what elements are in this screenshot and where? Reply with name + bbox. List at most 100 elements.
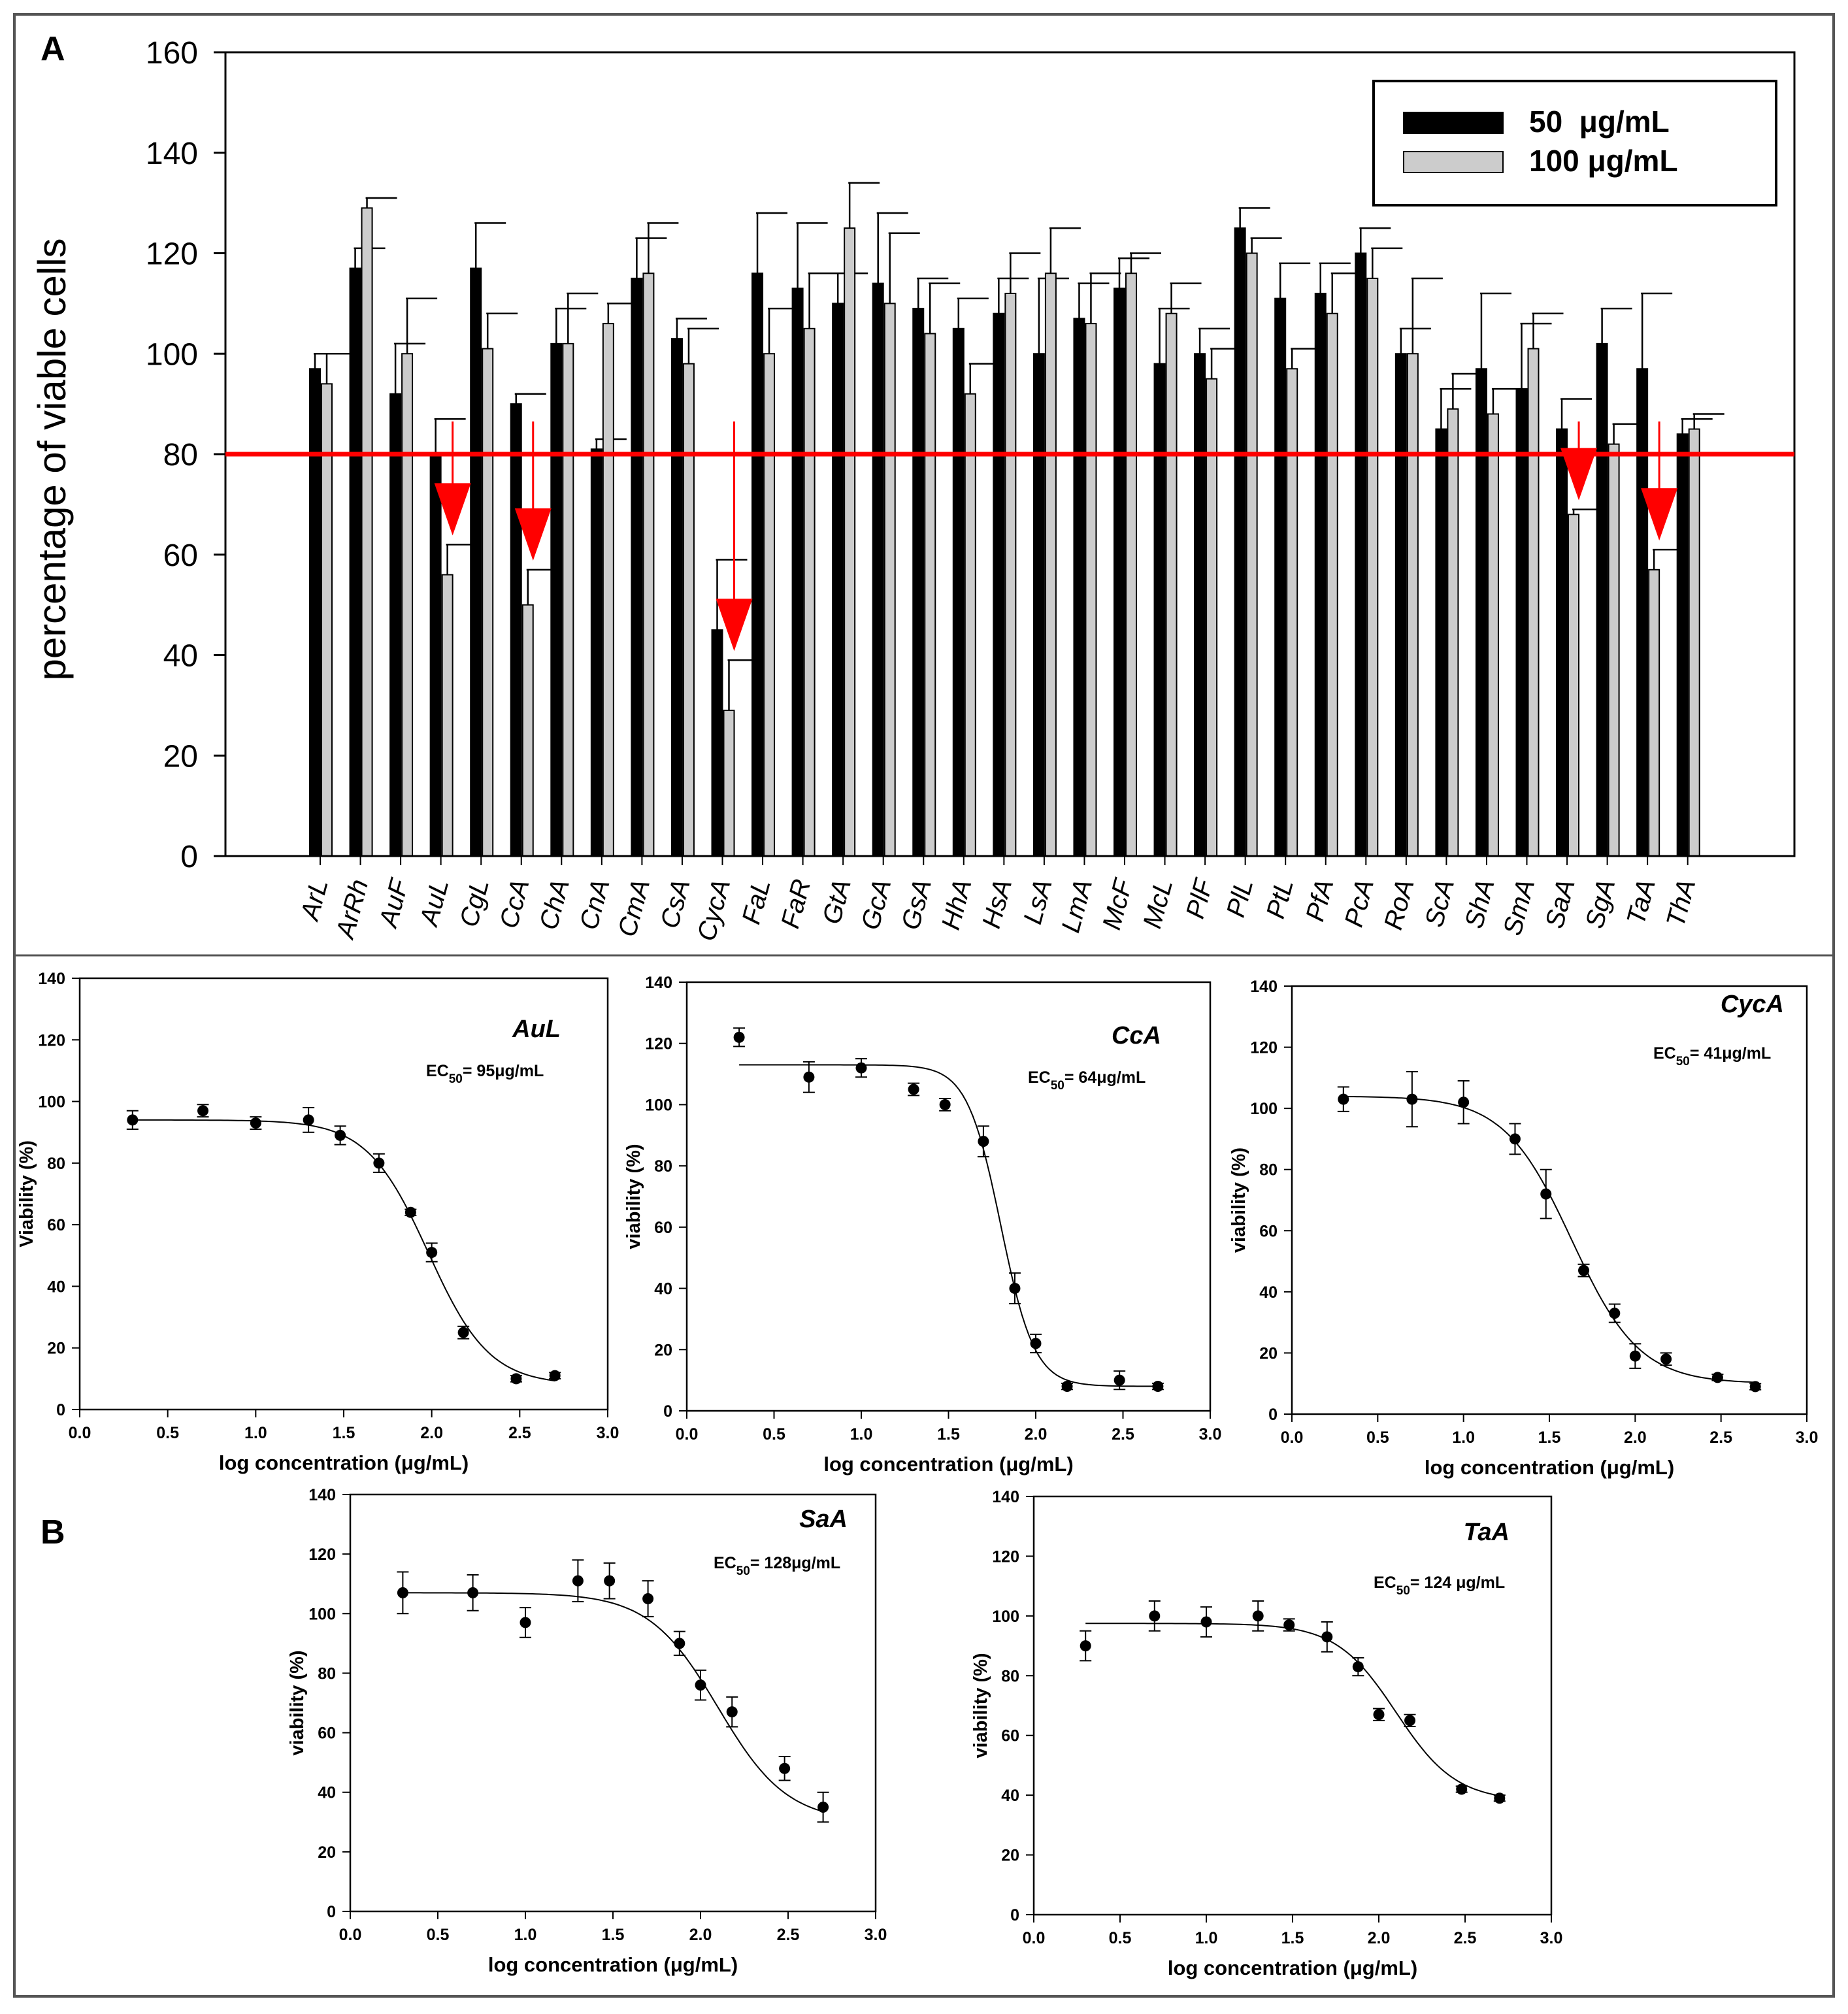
y-tick-label-SaA: 80 [318,1664,336,1683]
bar-50-CnA [590,448,602,857]
bar-50-PlL [1234,227,1246,857]
bar-50-HhA [952,327,965,857]
arrow-head-CycA [716,599,753,652]
data-point-AuL [127,1114,139,1126]
y-tick-label-a: 80 [163,438,198,472]
data-point-AuL [549,1370,561,1381]
data-point-AuL [250,1117,261,1129]
bar-100-LsA [1044,272,1057,857]
x-tick-label-GtA: GtA [817,876,857,927]
arrow-head-SaA [1560,448,1598,501]
x-tick-label-SaA: 1.5 [602,1926,625,1944]
data-point-SaA [520,1617,531,1628]
data-point-CcA [1114,1374,1125,1386]
y-tick-label-CycA: 100 [1250,1100,1278,1118]
x-tick-label-SaA: 2.0 [689,1926,712,1944]
x-tick-label-AuL: 0.5 [156,1424,179,1442]
x-tick-label-HhA: HhA [936,876,978,933]
x-tick-label-AuL: 0.0 [69,1424,91,1442]
x-tick-label-LmA: LmA [1056,876,1098,936]
x-tick-label-GsA: GsA [896,876,937,933]
y-tick-label-AuL: 60 [47,1216,65,1234]
bar-50-SaA [1556,428,1568,857]
y-tick-label-CcA: 120 [645,1035,672,1053]
bar-100-McF [1125,272,1137,857]
y-tick-label-AuL: 40 [47,1278,65,1296]
data-point-CcA [978,1136,989,1147]
x-tick-label-AuL: 2.5 [508,1424,531,1442]
y-tick-label-SaA: 0 [327,1903,336,1921]
data-point-CycA [1660,1353,1672,1365]
x-tick-label-CycA: 0.0 [1281,1428,1304,1447]
x-tick-label-CsA: CsA [655,876,696,931]
y-tick-label-CcA: 0 [663,1402,672,1421]
y-tick-label-a: 100 [146,337,198,372]
data-point-CycA [1458,1097,1470,1108]
data-point-CcA [908,1083,919,1095]
fit-curve-AuL [132,1119,555,1381]
x-axis-label-CycA: log concentration (μg/mL) [1425,1456,1674,1479]
y-tick-label-SaA: 60 [318,1725,336,1743]
bar-50-PlF [1194,353,1206,857]
y-tick-label-CcA: 20 [654,1341,672,1359]
x-tick-label-PlF: PlF [1181,874,1219,921]
x-tick-label-PlL: PlL [1221,876,1259,920]
bar-50-ArRh [349,267,361,857]
plot-frame-TaA [1032,1495,1553,1916]
data-point-AuL [457,1327,469,1338]
ec50-label: EC [714,1554,736,1572]
x-axis-label-TaA: log concentration (μg/mL) [1168,1956,1417,1979]
x-tick-label-TaA: 3.0 [1540,1929,1563,1947]
data-point-TaA [1080,1640,1091,1652]
y-tick-label-CcA: 40 [654,1280,672,1298]
x-axis-label-AuL: log concentration (μg/mL) [219,1451,469,1474]
y-tick-label-TaA: 20 [1001,1847,1019,1865]
bar-50-PtL [1274,297,1287,857]
y-tick-label-TaA: 0 [1010,1906,1019,1924]
bar-50-ScA [1435,428,1447,857]
bar-100-SgA [1608,443,1620,857]
bar-50-AuF [389,393,402,857]
bar-100-RoA [1406,353,1419,857]
bar-50-AuL [429,454,442,857]
chart-title-TaA: TaA [1464,1519,1510,1546]
y-tick-label-CcA: 60 [654,1219,672,1237]
bar-100-GsA [924,333,936,857]
legend-label-100: 100 μg/mL [1529,144,1678,178]
bar-50-ArL [309,368,321,857]
data-point-CycA [1749,1381,1761,1393]
bar-50-FaR [791,288,804,857]
y-tick-label-TaA: 40 [1001,1787,1019,1805]
data-point-SaA [642,1593,654,1604]
ec50-annotation-AuL: EC50= 95μg/mL [426,1062,544,1086]
x-tick-label-TaA: 2.0 [1368,1929,1391,1947]
x-tick-label-TaA: 0.0 [1023,1929,1046,1947]
x-tick-label-CycA: CycA [692,876,736,944]
y-tick-label-CycA: 120 [1250,1039,1278,1057]
bar-50-CcA [510,403,522,857]
bar-50-PcA [1355,252,1367,857]
data-point-CcA [733,1031,745,1043]
bar-100-GcA [883,303,896,857]
bar-100-ScA [1447,408,1459,857]
y-tick-label-a: 20 [163,739,198,774]
x-tick-label-TaA: 0.5 [1109,1929,1132,1947]
x-tick-label-CycA: 2.5 [1709,1428,1732,1447]
bar-100-HhA [964,393,976,857]
arrow-head-CcA [514,508,552,561]
legend-box [1372,80,1777,206]
y-tick-label-CcA: 80 [654,1157,672,1176]
ec50-label: EC [426,1062,449,1080]
ec50-value: = 41μg/mL [1690,1044,1771,1063]
ec50-value: = 64μg/mL [1064,1068,1146,1087]
data-point-SaA [695,1679,706,1691]
y-tick-label-TaA: 120 [992,1547,1019,1566]
x-tick-label-SaA: 2.5 [777,1926,800,1944]
y-tick-label-CycA: 0 [1268,1406,1278,1424]
data-point-TaA [1149,1610,1161,1622]
x-tick-label-AuL: 3.0 [597,1424,619,1442]
ec50-subscript: 50 [736,1564,750,1578]
chart-title-CycA: CycA [1721,991,1784,1018]
chart-title-AuL: AuL [512,1015,561,1043]
x-tick-label-CcA: 0.0 [676,1425,699,1444]
